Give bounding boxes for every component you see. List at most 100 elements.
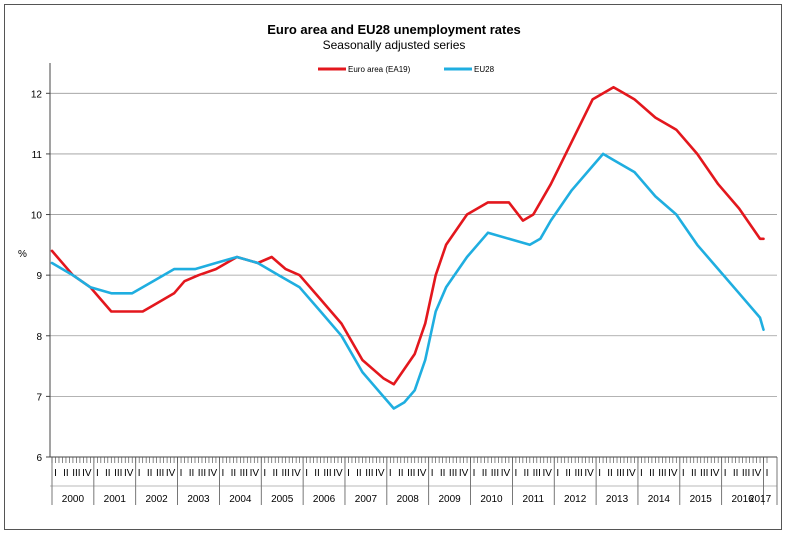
quarter-label: I xyxy=(640,468,643,479)
quarter-label: IV xyxy=(333,468,343,479)
quarter-label: I xyxy=(54,468,57,479)
quarter-label: III xyxy=(240,468,248,479)
quarter-label: IV xyxy=(543,468,553,479)
quarter-label: III xyxy=(533,468,541,479)
y-tick-label: 8 xyxy=(36,332,42,343)
quarter-label: II xyxy=(272,468,278,479)
chart-title: Euro area and EU28 unemployment rates xyxy=(267,22,521,37)
quarter-label: I xyxy=(766,468,769,479)
quarter-label: III xyxy=(742,468,750,479)
legend-label: EU28 xyxy=(474,65,495,74)
year-label: 2004 xyxy=(229,494,252,505)
quarter-label: I xyxy=(682,468,685,479)
legend-label: Euro area (EA19) xyxy=(348,65,411,74)
quarter-label: IV xyxy=(668,468,678,479)
y-tick-label: 7 xyxy=(36,392,42,403)
quarter-label: II xyxy=(691,468,697,479)
quarter-label: III xyxy=(323,468,331,479)
quarter-label: II xyxy=(733,468,739,479)
quarter-label: I xyxy=(431,468,434,479)
quarter-label: II xyxy=(565,468,571,479)
quarter-label: III xyxy=(156,468,164,479)
quarter-label: III xyxy=(72,468,80,479)
quarter-label: IV xyxy=(375,468,385,479)
quarter-label: IV xyxy=(82,468,92,479)
quarter-label: I xyxy=(514,468,517,479)
chart-subtitle: Seasonally adjusted series xyxy=(322,38,466,52)
quarter-label: II xyxy=(482,468,488,479)
y-tick-label: 6 xyxy=(36,453,42,464)
quarter-label: IV xyxy=(459,468,469,479)
quarter-label: III xyxy=(365,468,373,479)
quarter-label: II xyxy=(189,468,195,479)
quarter-label: I xyxy=(473,468,476,479)
grid-lines xyxy=(50,92,777,397)
quarter-label: I xyxy=(556,468,559,479)
series-line-ea19 xyxy=(50,85,765,386)
year-label: 2013 xyxy=(606,494,629,505)
quarter-label: I xyxy=(347,468,350,479)
quarter-label: IV xyxy=(584,468,594,479)
quarter-label: II xyxy=(314,468,320,479)
quarter-label: I xyxy=(180,468,183,479)
quarter-label: I xyxy=(305,468,308,479)
quarter-label: II xyxy=(147,468,153,479)
legend: Euro area (EA19) EU28 xyxy=(318,65,495,74)
quarter-label: IV xyxy=(501,468,511,479)
quarter-label: II xyxy=(524,468,530,479)
quarter-label: IV xyxy=(291,468,301,479)
year-label: 2016 xyxy=(731,494,754,505)
year-label: 2005 xyxy=(271,494,294,505)
year-label: 2009 xyxy=(438,494,461,505)
year-label: 2002 xyxy=(146,494,169,505)
quarter-label: I xyxy=(724,468,727,479)
quarter-label: II xyxy=(105,468,111,479)
quarter-label: IV xyxy=(208,468,218,479)
quarter-label: IV xyxy=(626,468,636,479)
y-tick-label: 11 xyxy=(32,150,43,161)
y-tick-label: 10 xyxy=(31,211,43,222)
year-label: 2017 xyxy=(749,494,772,505)
quarter-label: III xyxy=(198,468,206,479)
quarter-label: III xyxy=(491,468,499,479)
year-label: 2006 xyxy=(313,494,336,505)
year-label: 2010 xyxy=(480,494,503,505)
quarter-label: IV xyxy=(166,468,176,479)
year-label: 2014 xyxy=(648,494,671,505)
quarter-label: I xyxy=(389,468,392,479)
quarter-label: I xyxy=(96,468,99,479)
y-tick-label: 12 xyxy=(31,89,43,100)
quarter-label: II xyxy=(649,468,655,479)
year-label: 2008 xyxy=(397,494,420,505)
quarter-label: II xyxy=(440,468,446,479)
chart-frame xyxy=(4,4,782,530)
year-label: 2003 xyxy=(187,494,210,505)
quarter-label: I xyxy=(222,468,225,479)
y-tick-label: 9 xyxy=(36,271,42,282)
quarter-label: III xyxy=(658,468,666,479)
quarter-label: III xyxy=(282,468,290,479)
series-line-eu28 xyxy=(50,152,765,410)
quarter-label: III xyxy=(700,468,708,479)
quarter-label: IV xyxy=(417,468,427,479)
year-label: 2001 xyxy=(104,494,127,505)
year-label: 2015 xyxy=(690,494,713,505)
year-label: 2007 xyxy=(355,494,378,505)
quarter-label: I xyxy=(263,468,266,479)
quarter-label: II xyxy=(398,468,404,479)
y-axis-label: % xyxy=(18,249,27,260)
quarter-label: IV xyxy=(250,468,260,479)
quarter-label: IV xyxy=(752,468,762,479)
quarter-label: III xyxy=(407,468,415,479)
year-label: 2012 xyxy=(564,494,587,505)
quarter-label: II xyxy=(356,468,362,479)
quarter-label: II xyxy=(231,468,237,479)
quarter-label: II xyxy=(607,468,613,479)
y-axis: 6 7 8 9 10 11 12 xyxy=(31,63,51,464)
year-label: 2011 xyxy=(523,494,545,505)
quarter-label: III xyxy=(114,468,122,479)
quarter-label: II xyxy=(63,468,69,479)
quarter-label: III xyxy=(574,468,582,479)
